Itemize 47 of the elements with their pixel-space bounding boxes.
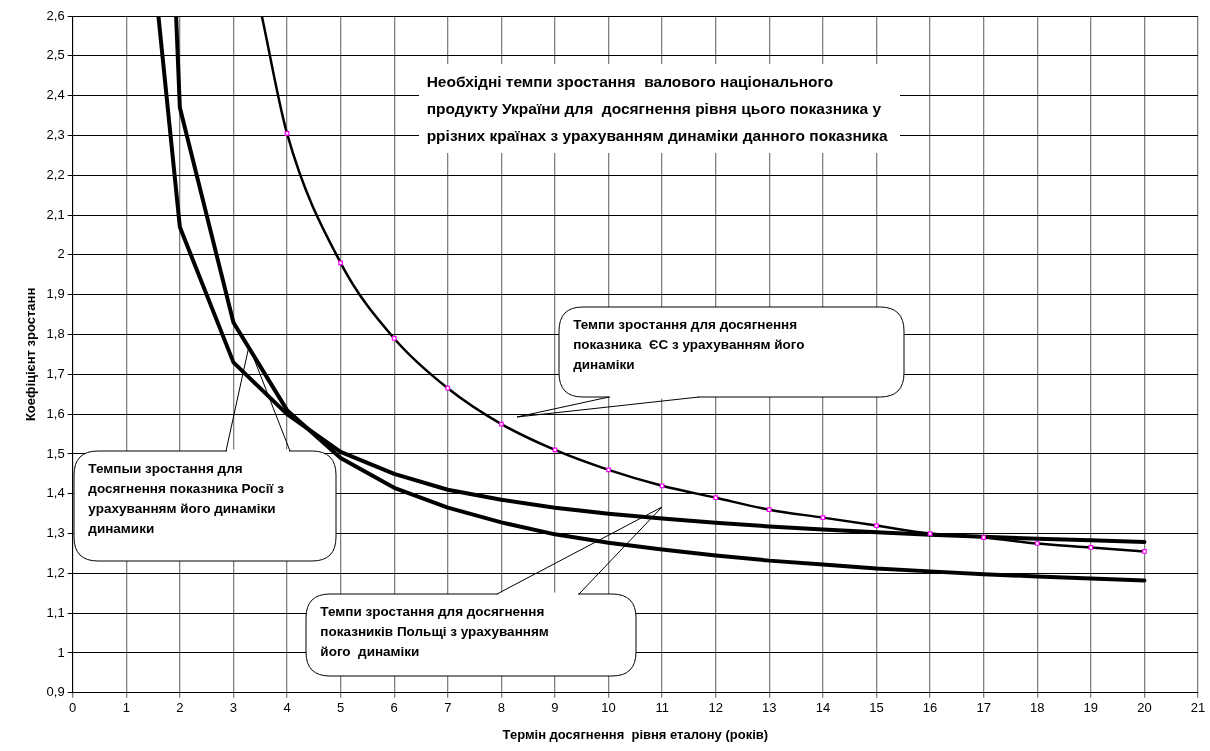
x-tick-label: 10 — [601, 700, 616, 716]
x-tick-label: 4 — [283, 700, 291, 716]
annotation: Темпыи зростання для досягнення показника Росії з урахуванням його динаміки динамики — [88, 460, 285, 539]
y-tick-label: 1,3 — [46, 525, 65, 541]
x-tick-label: 19 — [1083, 700, 1099, 716]
y-tick-label: 1,4 — [46, 485, 65, 501]
y-tick-label: 1,6 — [46, 405, 65, 421]
y-tick-label: 1,1 — [46, 604, 65, 620]
y-tick-label: 2,1 — [46, 206, 65, 222]
text: Необхідні темпи зростання валового національного продукту України для досягнення рівня цього показника у ррізних країнах з урахуванням динаміки данного показника — [418, 64, 900, 153]
y-tick-label: 1,9 — [46, 286, 65, 302]
x-tick-label: 15 — [869, 700, 884, 716]
annotation: Темпи зростання для досягнення показника ЄС з урахуванням його динаміки — [573, 315, 806, 374]
y-tick-label: 2,6 — [46, 7, 65, 23]
x-tick-label: 14 — [815, 700, 831, 716]
y-tick-label: 1,2 — [46, 564, 65, 580]
x-tick-label: 21 — [1190, 700, 1206, 716]
x-tick-label: 1 — [122, 700, 130, 716]
x-tick-label: 12 — [708, 700, 723, 716]
x-axis-title: Термін досягнення рівня еталону (років) — [502, 726, 769, 742]
y-tick-label: 2,3 — [46, 127, 65, 143]
x-tick-label: 2 — [176, 700, 184, 716]
x-tick-label: 8 — [497, 700, 505, 716]
x-tick-label: 0 — [69, 700, 77, 716]
y-tick-label: 2 — [57, 246, 65, 262]
y-tick-label: 1,8 — [46, 326, 65, 342]
x-tick-label: 18 — [1030, 700, 1045, 716]
annotation: Темпи зростання для досягнення показників Польщі з урахуванням його динаміки — [320, 602, 550, 661]
y-tick-label: 2,4 — [46, 87, 65, 103]
x-tick-label: 7 — [444, 700, 452, 716]
y-tick-label: 2,2 — [46, 166, 65, 182]
y-axis-title: Коефіцієнт зростанн — [23, 287, 39, 422]
x-tick-label: 5 — [336, 700, 345, 716]
y-tick-label: 1,7 — [46, 365, 65, 381]
x-tick-label: 13 — [762, 700, 777, 716]
x-tick-label: 11 — [655, 700, 669, 716]
x-tick-label: 3 — [229, 700, 238, 716]
y-tick-label: 1 — [57, 644, 65, 660]
y-tick-label: 0,9 — [46, 684, 65, 700]
x-tick-label: 6 — [390, 700, 398, 716]
y-tick-label: 1,5 — [46, 445, 65, 461]
x-tick-label: 9 — [551, 700, 559, 716]
x-tick-label: 20 — [1137, 700, 1152, 716]
speech-bubble: Темпи зростання для досягнення показників Польщі з урахуванням його динаміки — [306, 506, 664, 677]
y-tick-label: 2,5 — [46, 47, 65, 63]
x-tick-label: 17 — [976, 700, 991, 716]
x-tick-label: 16 — [922, 700, 938, 716]
